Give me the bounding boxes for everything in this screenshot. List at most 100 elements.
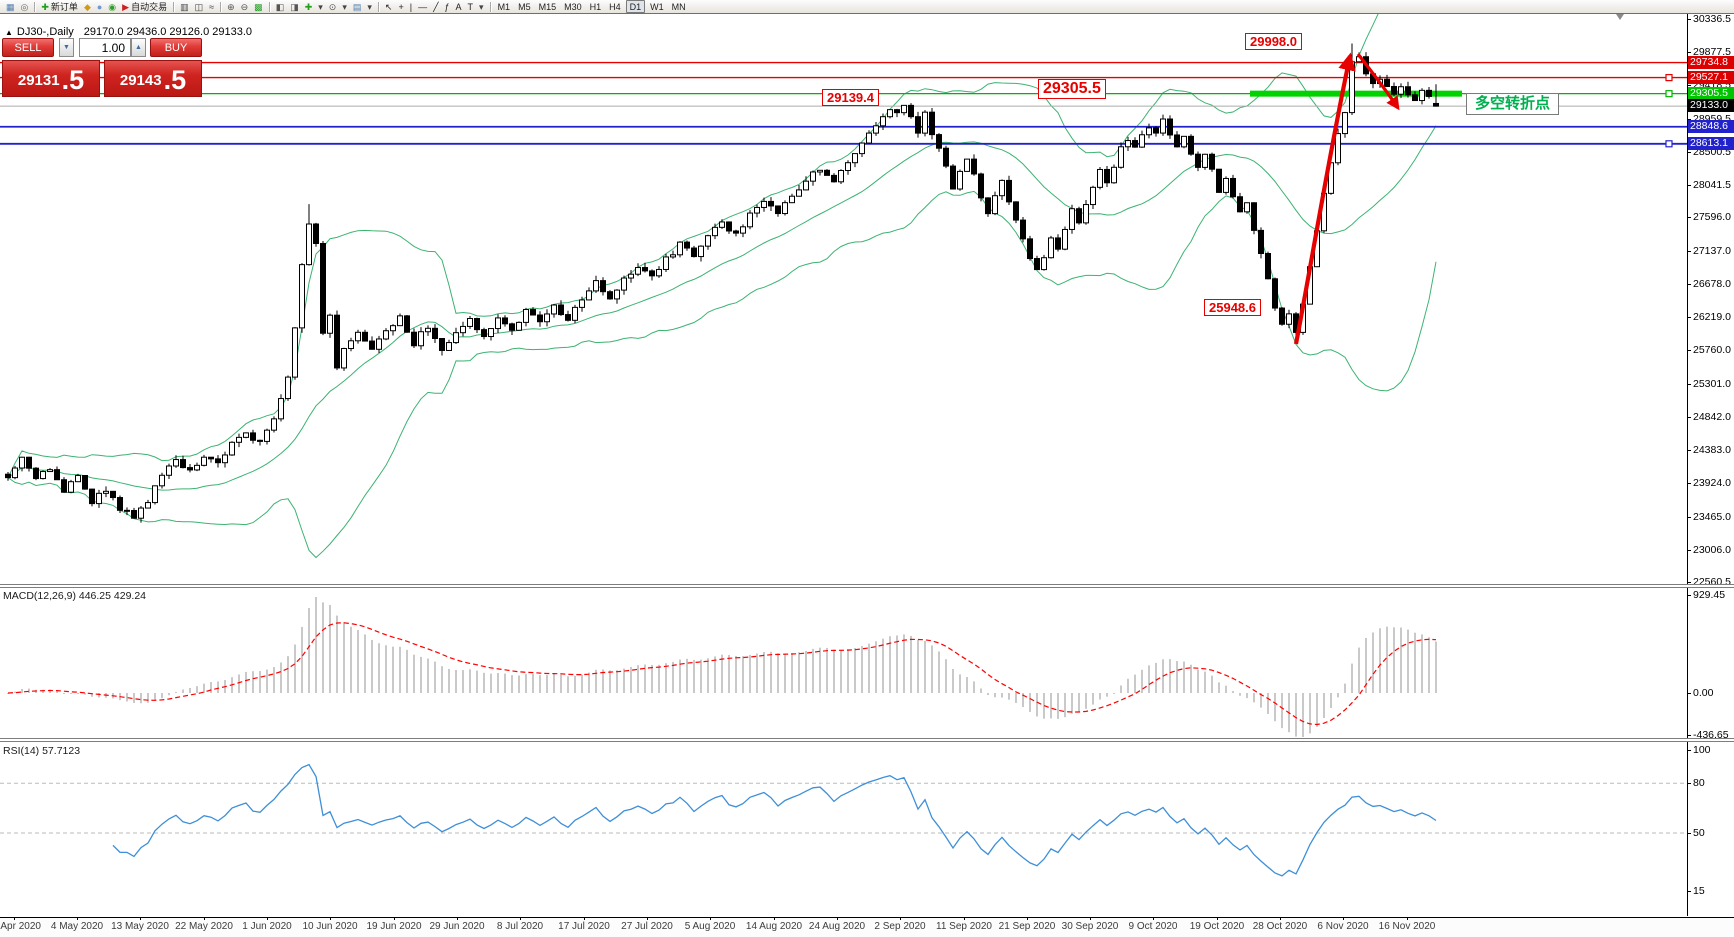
macd-histogram-bar [1183,661,1185,693]
trendline-icon[interactable]: ╱ [431,1,440,12]
signal-icon[interactable]: ◉ [106,1,118,12]
auto-scroll-icon[interactable]: ◧ [274,1,287,12]
candle-body [75,475,81,483]
timeframe-m30[interactable]: M30 [564,1,582,12]
candle-body [1090,186,1096,206]
macd-label: MACD(12,26,9) 446.25 429.24 [3,590,147,602]
timeframe-mn[interactable]: MN [671,1,686,12]
macd-histogram-bar [140,693,142,704]
pane-separator-macd[interactable] [0,584,1734,588]
price-tick [1687,251,1691,252]
tile-windows-icon[interactable]: ▩ [252,1,265,12]
candle-body [1006,179,1012,203]
template-icon[interactable]: ▤ [351,1,364,12]
pivot-thick-line[interactable] [1250,90,1462,97]
macd-histogram-bar [546,675,548,693]
new-chart-icon[interactable]: ▦ [4,1,17,12]
candlestick-chart-icon[interactable]: ◫ [193,1,206,12]
buy-button[interactable]: BUY [150,38,202,57]
macd-histogram-bar [1169,659,1171,693]
sell-button[interactable]: SELL [2,38,54,57]
template-dropdown-icon[interactable]: ▾ [365,1,374,12]
volume-input[interactable]: 1.00 [79,38,131,57]
auto-trading-button[interactable]: ▶ 自动交易 [120,1,169,12]
timeframe-m1[interactable]: M1 [497,1,511,12]
candle-body [1160,118,1166,134]
macd-histogram-bar [196,686,198,693]
candle-body [453,332,459,344]
macd-histogram-bar [623,668,625,693]
macd-histogram-bar [175,691,177,693]
candle-body [1265,253,1271,280]
macd-histogram-bar [1036,693,1038,717]
macd-histogram-bar [1155,662,1157,693]
candle-body [124,509,130,512]
crosshair-icon[interactable]: + [396,1,405,12]
cursor-icon[interactable]: ↖ [383,1,395,12]
date-label: 24 Aug 2020 [808,921,866,932]
sell-quote[interactable]: 29131 .5 [2,60,100,97]
text-label-icon[interactable]: T [466,1,476,12]
shapes-dropdown-icon[interactable]: ▾ [477,1,486,12]
account-icon[interactable]: ● [95,1,104,12]
price-tag-28613.1: 28613.1 [1688,137,1734,150]
candle-body [299,264,305,329]
timeframe-m5[interactable]: M5 [518,1,531,12]
candle-body [1426,89,1432,97]
macd-histogram-bar [504,673,506,693]
macd-histogram-bar [245,671,247,693]
horizontal-line-icon[interactable]: — [416,1,429,12]
line-drag-marker[interactable] [1665,74,1673,82]
volume-decrease-button[interactable]: ▼ [59,38,74,57]
vertical-line-icon[interactable]: | [408,1,414,12]
macd-histogram-bar [7,693,9,694]
line-chart-icon[interactable]: ≈ [207,1,216,12]
period-dropdown-icon[interactable]: ▾ [340,1,349,12]
candle-body [1398,86,1404,95]
indicators-icon[interactable]: ✚ [303,1,315,12]
timeframe-w1[interactable]: W1 [650,1,664,12]
volume-increase-button[interactable]: ▲ [131,38,146,57]
time-axis[interactable] [0,917,1734,937]
zoom-out-icon[interactable]: ⊖ [239,1,251,12]
price-tick [1687,19,1691,20]
gold-icon[interactable]: ◆ [82,1,93,12]
candle-body [390,325,396,332]
line-drag-marker[interactable] [1665,140,1673,148]
window-collapse-icon[interactable]: ▲ [5,28,13,37]
timeframe-m15[interactable]: M15 [538,1,557,12]
candle-body [1405,86,1411,96]
chart-shift-marker[interactable] [1616,14,1624,20]
candle-body [215,458,221,464]
pane-separator-rsi[interactable] [0,738,1734,742]
bar-chart-icon[interactable]: ▥ [178,1,191,12]
date-label: 11 Sep 2020 [936,921,992,932]
date-tick [267,917,268,920]
candle-body [586,290,592,301]
indicators-dropdown-icon[interactable]: ▾ [316,1,325,12]
market-watch-icon[interactable]: ◎ [19,1,31,12]
date-tick [900,917,901,920]
chart-shift-icon[interactable]: ◨ [288,1,301,12]
fibonacci-icon[interactable]: ƒ [443,1,452,12]
price-tick [1687,483,1691,484]
candle-body [201,456,207,466]
down-trend-arrow[interactable] [1356,53,1400,111]
date-label: 30 Sep 2020 [1061,921,1119,932]
date-tick [77,917,78,920]
timeframe-h1[interactable]: H1 [589,1,602,12]
timeframe-d1[interactable]: D1 [625,0,646,13]
macd-histogram-bar [315,597,317,693]
period-icon[interactable]: ⊙ [327,1,339,12]
up-trend-arrow[interactable] [1293,52,1356,345]
timeframe-h4[interactable]: H4 [609,1,621,12]
zoom-in-icon[interactable]: ⊕ [225,1,237,12]
macd-histogram-bar [1246,693,1248,699]
new-order-button[interactable]: ✚ 新订单 [39,1,80,12]
text-icon[interactable]: A [454,1,464,12]
buy-quote[interactable]: 29143 .5 [104,60,202,97]
line-drag-marker[interactable] [1665,90,1673,98]
macd-histogram-bar [392,646,394,693]
candle-body [1174,134,1180,148]
